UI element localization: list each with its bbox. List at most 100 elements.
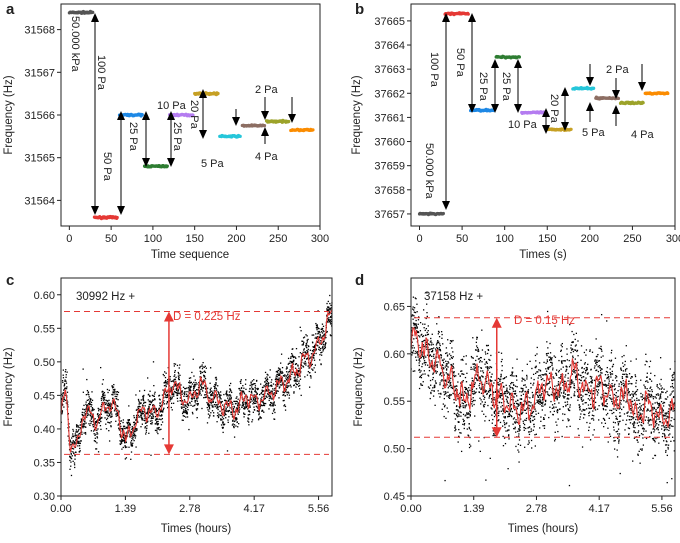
raw-point xyxy=(196,383,197,384)
raw-point xyxy=(449,353,450,354)
raw-point xyxy=(474,391,475,392)
raw-point xyxy=(184,416,185,417)
raw-point xyxy=(330,308,331,309)
raw-point xyxy=(479,398,480,399)
raw-point xyxy=(185,416,186,417)
raw-point xyxy=(84,421,85,422)
raw-point xyxy=(205,366,206,367)
raw-point xyxy=(216,390,217,391)
raw-point xyxy=(98,410,99,411)
raw-point xyxy=(472,378,473,379)
raw-point xyxy=(88,423,89,424)
raw-point xyxy=(469,444,470,445)
raw-point xyxy=(521,380,522,381)
raw-point xyxy=(438,342,439,343)
raw-point xyxy=(468,413,469,414)
raw-point xyxy=(320,334,321,335)
raw-point xyxy=(215,383,216,384)
raw-point xyxy=(448,387,449,388)
raw-point xyxy=(173,393,174,394)
raw-point xyxy=(88,394,89,395)
raw-point xyxy=(200,371,201,372)
raw-point xyxy=(442,365,443,366)
raw-point xyxy=(311,353,312,354)
raw-point xyxy=(63,392,64,393)
raw-point xyxy=(443,403,444,404)
raw-point xyxy=(485,366,486,367)
raw-point xyxy=(524,447,525,448)
raw-point xyxy=(423,358,424,359)
raw-point xyxy=(453,363,454,364)
raw-point xyxy=(306,345,307,346)
raw-point xyxy=(447,354,448,355)
data-point xyxy=(617,97,620,100)
raw-point xyxy=(505,443,506,444)
raw-point xyxy=(138,400,139,401)
raw-point xyxy=(549,381,550,382)
raw-point xyxy=(446,395,447,396)
raw-point xyxy=(549,395,550,396)
annotation-a-5pa: 5 Pa xyxy=(201,158,225,170)
data-point xyxy=(116,216,119,219)
raw-point xyxy=(125,428,126,429)
raw-point xyxy=(466,373,467,374)
raw-point xyxy=(453,356,454,357)
raw-point xyxy=(313,357,314,358)
raw-point xyxy=(440,345,441,346)
raw-point xyxy=(428,386,429,387)
y-tick-label: 31568 xyxy=(24,25,55,37)
raw-point xyxy=(447,361,448,362)
raw-point xyxy=(526,413,527,414)
raw-point xyxy=(310,357,311,358)
raw-point xyxy=(433,395,434,396)
raw-point xyxy=(270,397,271,398)
raw-point xyxy=(313,367,314,368)
raw-point xyxy=(502,398,503,399)
raw-point xyxy=(76,424,77,425)
raw-point xyxy=(229,399,230,400)
raw-point xyxy=(415,312,416,313)
raw-point xyxy=(135,435,136,436)
raw-point xyxy=(107,389,108,390)
raw-point xyxy=(254,383,255,384)
raw-point xyxy=(532,397,533,398)
raw-point xyxy=(442,360,443,361)
raw-point xyxy=(279,374,280,375)
raw-point xyxy=(515,446,516,447)
raw-point xyxy=(110,406,111,407)
raw-point xyxy=(458,416,459,417)
raw-point xyxy=(453,375,454,376)
raw-point xyxy=(433,372,434,373)
raw-point xyxy=(296,348,297,349)
raw-point xyxy=(516,379,517,380)
x-axis-label-c: Times (hours) xyxy=(161,523,232,535)
raw-point xyxy=(438,390,439,391)
raw-point xyxy=(268,389,269,390)
raw-point xyxy=(197,393,198,394)
raw-point xyxy=(278,397,279,398)
raw-point xyxy=(316,329,317,330)
raw-point xyxy=(245,389,246,390)
raw-point xyxy=(284,374,285,375)
raw-point xyxy=(483,405,484,406)
raw-point xyxy=(287,387,288,388)
raw-point xyxy=(244,393,245,394)
raw-point xyxy=(245,384,246,385)
raw-point xyxy=(489,366,490,367)
raw-point xyxy=(531,368,532,369)
raw-point xyxy=(86,394,87,395)
raw-point xyxy=(210,388,211,389)
raw-point xyxy=(462,360,463,361)
raw-point xyxy=(156,421,157,422)
raw-point xyxy=(157,433,158,434)
raw-point xyxy=(448,411,449,412)
raw-point xyxy=(412,352,413,353)
raw-point xyxy=(214,396,215,397)
raw-point xyxy=(62,412,63,413)
raw-point xyxy=(111,413,112,414)
raw-point xyxy=(155,430,156,431)
raw-point xyxy=(439,396,440,397)
raw-point xyxy=(199,391,200,392)
raw-point xyxy=(535,360,536,361)
raw-point xyxy=(223,427,224,428)
